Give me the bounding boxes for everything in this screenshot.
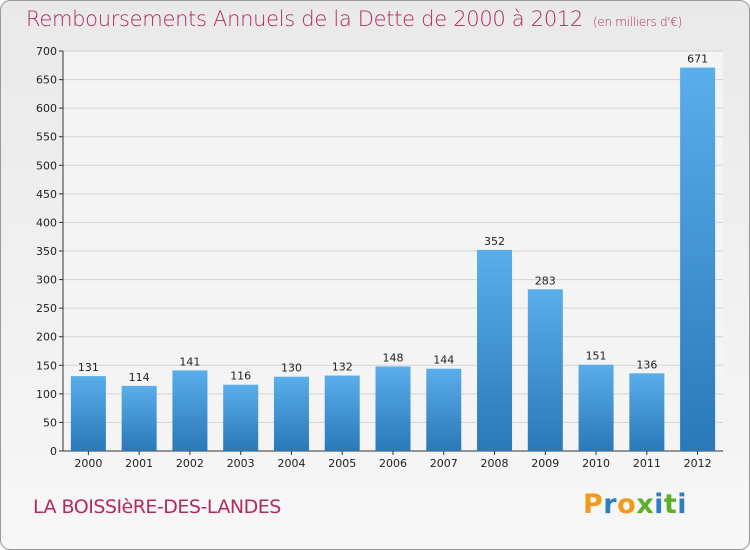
y-tick-label: 300 xyxy=(36,274,57,287)
x-tick-label: 2003 xyxy=(227,457,255,470)
y-tick-label: 350 xyxy=(36,245,57,258)
x-tick-label: 2012 xyxy=(684,457,712,470)
y-tick-label: 50 xyxy=(43,416,57,429)
bar xyxy=(273,376,309,451)
data-label: 141 xyxy=(179,355,200,368)
y-tick-label: 700 xyxy=(36,45,57,58)
y-tick-label: 550 xyxy=(36,131,57,144)
data-label: 130 xyxy=(281,362,302,375)
logo-letter: P xyxy=(583,489,604,520)
logo-letter: i xyxy=(654,489,664,520)
y-tick-label: 400 xyxy=(36,216,57,229)
x-tick-label: 2011 xyxy=(633,457,661,470)
data-label: 148 xyxy=(383,351,404,364)
y-tick-label: 600 xyxy=(36,102,57,115)
bar xyxy=(477,249,513,451)
bar xyxy=(70,376,106,451)
bar xyxy=(223,384,259,451)
logo-letter: i xyxy=(677,489,688,520)
y-tick-label: 150 xyxy=(36,359,57,372)
data-label: 151 xyxy=(586,350,607,363)
data-label: 671 xyxy=(687,53,708,66)
y-tick-label: 100 xyxy=(36,388,57,401)
x-tick-label: 2002 xyxy=(176,457,204,470)
bar xyxy=(680,67,716,452)
data-label: 131 xyxy=(78,361,99,374)
data-label: 352 xyxy=(484,235,505,248)
bar xyxy=(578,364,614,451)
x-tick-label: 2000 xyxy=(74,457,102,470)
y-tick-label: 500 xyxy=(36,159,57,172)
logo-letter: x xyxy=(636,489,655,520)
data-label: 132 xyxy=(332,361,353,374)
y-tick-label: 650 xyxy=(36,74,57,87)
chart-title: Remboursements Annuels de la Dette de 20… xyxy=(26,7,682,31)
data-label: 116 xyxy=(230,370,251,383)
y-tick-label: 450 xyxy=(36,188,57,201)
logo-letter: o xyxy=(617,489,637,520)
bar xyxy=(426,368,462,451)
x-tick-label: 2010 xyxy=(582,457,610,470)
y-tick-label: 250 xyxy=(36,302,57,315)
x-tick-label: 2007 xyxy=(430,457,458,470)
bar xyxy=(121,385,157,451)
commune-name: LA BOISSIèRE-DES-LANDES xyxy=(33,496,281,518)
x-tick-label: 2008 xyxy=(481,457,509,470)
bar xyxy=(629,373,665,451)
data-label: 114 xyxy=(129,371,150,384)
bar xyxy=(527,289,563,451)
y-tick-label: 200 xyxy=(36,331,57,344)
x-tick-label: 2001 xyxy=(125,457,153,470)
x-tick-label: 2004 xyxy=(277,457,305,470)
logo-letter: r xyxy=(603,489,618,520)
data-label: 283 xyxy=(535,274,556,287)
data-label: 136 xyxy=(636,358,657,371)
bar xyxy=(375,366,411,451)
logo-letter: t xyxy=(663,489,678,520)
data-label: 144 xyxy=(433,354,454,367)
x-tick-label: 2005 xyxy=(328,457,356,470)
bar xyxy=(172,370,208,451)
x-tick-label: 2006 xyxy=(379,457,407,470)
y-tick-label: 0 xyxy=(50,445,57,458)
chart-title-main: Remboursements Annuels de la Dette de 20… xyxy=(26,7,583,31)
chart-title-unit: (en milliers d'€) xyxy=(593,15,683,29)
bar xyxy=(324,375,360,451)
x-tick-label: 2009 xyxy=(531,457,559,470)
proxiti-logo: Proxiti xyxy=(583,489,687,520)
